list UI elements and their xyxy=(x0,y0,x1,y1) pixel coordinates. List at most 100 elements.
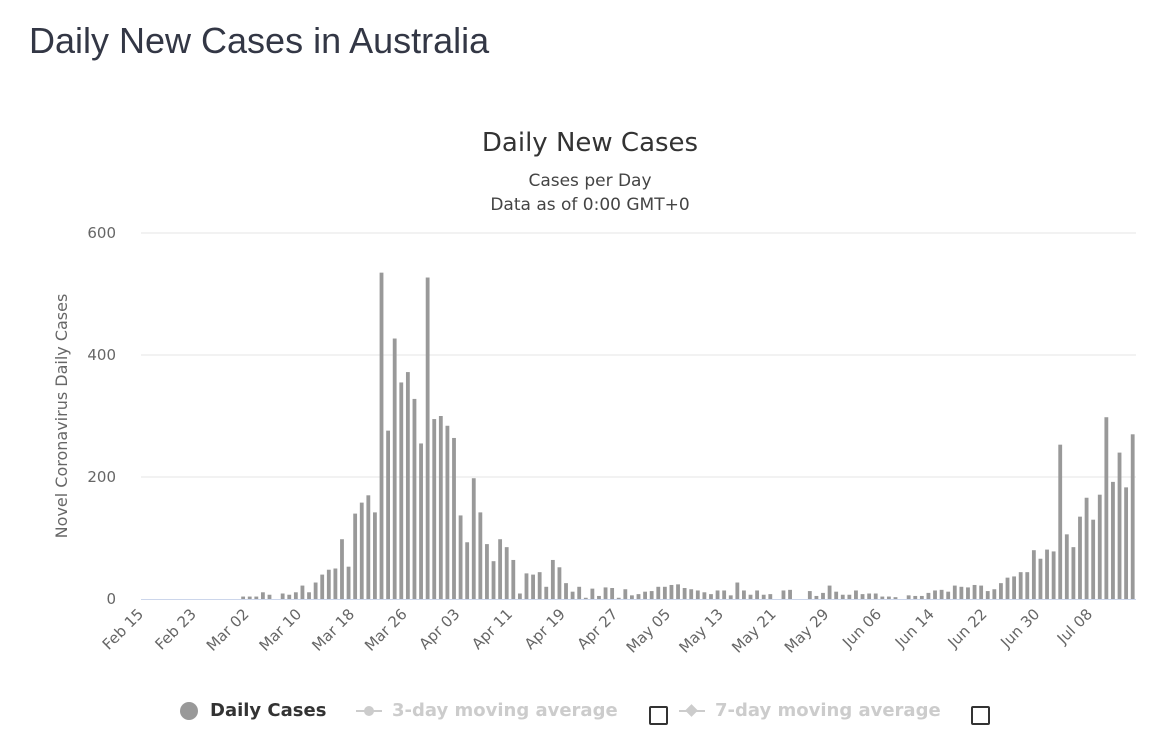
bar[interactable] xyxy=(999,583,1003,599)
bar[interactable] xyxy=(827,585,832,599)
bar[interactable] xyxy=(386,430,391,599)
bar[interactable] xyxy=(768,594,773,599)
bar[interactable] xyxy=(491,561,496,599)
bar[interactable] xyxy=(939,589,944,599)
bar[interactable] xyxy=(1058,444,1063,599)
bar[interactable] xyxy=(860,594,865,599)
bar[interactable] xyxy=(326,569,331,599)
bar[interactable] xyxy=(893,597,898,599)
bar[interactable] xyxy=(419,443,423,599)
bar[interactable] xyxy=(840,594,845,599)
bar[interactable] xyxy=(366,495,371,599)
bar[interactable] xyxy=(353,513,358,599)
bar[interactable] xyxy=(847,594,852,599)
checkbox-7-day-moving-average[interactable] xyxy=(971,706,990,725)
bar[interactable] xyxy=(682,588,687,599)
bar[interactable] xyxy=(1005,577,1010,599)
bar[interactable] xyxy=(405,372,410,599)
bar[interactable] xyxy=(807,591,812,599)
bar[interactable] xyxy=(399,382,404,599)
bar[interactable] xyxy=(1051,551,1056,599)
bar[interactable] xyxy=(630,595,634,599)
bar[interactable] xyxy=(458,515,463,599)
bar[interactable] xyxy=(656,586,661,599)
bar[interactable] xyxy=(788,589,792,599)
bar[interactable] xyxy=(570,591,575,599)
bar[interactable] xyxy=(821,592,825,599)
bar[interactable] xyxy=(1045,549,1049,599)
bar[interactable] xyxy=(669,584,674,599)
bar[interactable] xyxy=(722,590,727,599)
bar[interactable] xyxy=(241,596,246,599)
bar[interactable] xyxy=(781,590,786,599)
bar[interactable] xyxy=(577,586,582,599)
bar[interactable] xyxy=(392,338,397,599)
bar[interactable] xyxy=(287,594,292,599)
bar[interactable] xyxy=(320,574,325,599)
legend-item-daily-cases[interactable]: Daily Cases xyxy=(180,700,326,721)
bar[interactable] xyxy=(748,594,753,599)
bar[interactable] xyxy=(379,272,384,599)
bar[interactable] xyxy=(623,589,628,599)
bar[interactable] xyxy=(867,593,872,599)
bar[interactable] xyxy=(952,585,957,599)
bar[interactable] xyxy=(478,512,483,599)
bar[interactable] xyxy=(1078,516,1082,599)
bars-daily-cases[interactable] xyxy=(241,272,1135,599)
bar[interactable] xyxy=(373,512,377,599)
bar[interactable] xyxy=(966,587,970,599)
bar[interactable] xyxy=(1038,558,1043,599)
bar[interactable] xyxy=(919,595,924,599)
bar[interactable] xyxy=(676,584,680,599)
bar[interactable] xyxy=(432,419,437,599)
bar[interactable] xyxy=(340,539,344,599)
bar[interactable] xyxy=(583,597,588,599)
bar[interactable] xyxy=(485,544,489,599)
bar[interactable] xyxy=(504,547,509,599)
bar[interactable] xyxy=(689,589,694,599)
bar[interactable] xyxy=(643,591,647,599)
bar[interactable] xyxy=(564,583,568,599)
bar[interactable] xyxy=(254,596,259,599)
bar[interactable] xyxy=(985,591,990,599)
bar[interactable] xyxy=(755,590,760,599)
bar[interactable] xyxy=(979,585,984,599)
bar[interactable] xyxy=(346,566,351,599)
bar[interactable] xyxy=(1018,572,1023,599)
bar[interactable] xyxy=(471,478,476,599)
bar[interactable] xyxy=(465,542,470,599)
bar[interactable] xyxy=(735,582,740,599)
bar[interactable] xyxy=(260,592,265,599)
bar[interactable] xyxy=(1064,534,1069,599)
bar[interactable] xyxy=(880,596,885,599)
bar[interactable] xyxy=(517,593,522,599)
bar[interactable] xyxy=(662,586,667,599)
bar[interactable] xyxy=(359,502,364,599)
bar[interactable] xyxy=(695,590,700,599)
bar[interactable] xyxy=(959,586,964,599)
bar[interactable] xyxy=(814,595,819,599)
bar[interactable] xyxy=(873,593,878,599)
bar[interactable] xyxy=(438,416,443,599)
bar[interactable] xyxy=(307,592,311,599)
bar[interactable] xyxy=(280,593,285,599)
bar[interactable] xyxy=(531,574,535,599)
bar[interactable] xyxy=(610,588,615,599)
bar[interactable] xyxy=(267,594,272,599)
bar[interactable] xyxy=(597,595,601,599)
bar[interactable] xyxy=(557,567,562,599)
bar[interactable] xyxy=(1025,572,1030,599)
bar[interactable] xyxy=(412,398,417,599)
bar[interactable] xyxy=(913,595,918,599)
bar[interactable] xyxy=(590,588,595,599)
bar[interactable] xyxy=(603,587,608,599)
bar[interactable] xyxy=(972,584,977,599)
bar[interactable] xyxy=(511,559,516,599)
bar[interactable] xyxy=(1124,487,1129,599)
bar[interactable] xyxy=(715,590,720,599)
bar[interactable] xyxy=(702,592,707,599)
bar[interactable] xyxy=(445,425,450,599)
bar[interactable] xyxy=(1091,519,1096,599)
bar[interactable] xyxy=(854,590,858,599)
bar[interactable] xyxy=(537,572,542,599)
